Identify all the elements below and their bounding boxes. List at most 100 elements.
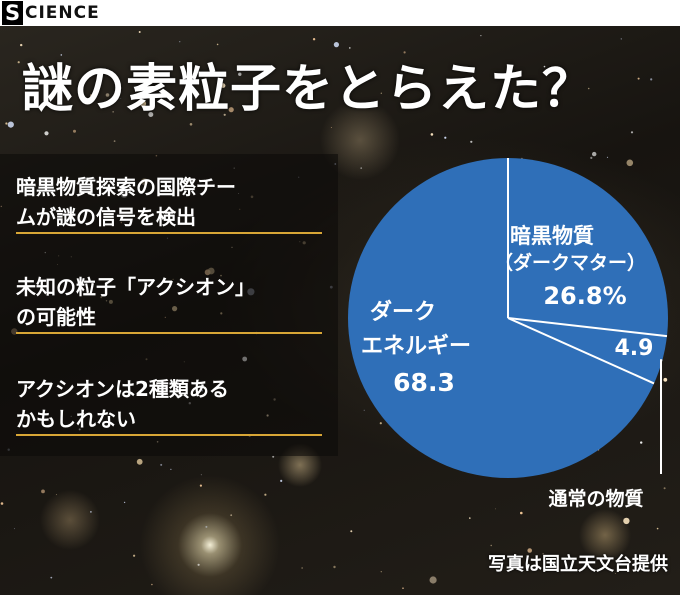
pie-divider-dark-matter bbox=[507, 317, 668, 338]
key-points-panel: 暗黒物質探索の国際チー ムが謎の信号を検出 未知の粒子「アクシオン」 の可能性 … bbox=[0, 154, 338, 456]
key-point-line: 未知の粒子「アクシオン」 bbox=[16, 275, 255, 299]
star-dot bbox=[44, 131, 49, 136]
star-dot bbox=[123, 501, 126, 504]
star-dot bbox=[148, 112, 154, 117]
star-dot bbox=[469, 517, 471, 519]
star-dot bbox=[228, 107, 234, 113]
headline-title: 謎の素粒子をとらえた？ bbox=[22, 60, 595, 119]
star-dot bbox=[216, 43, 219, 46]
star-dot bbox=[138, 31, 141, 33]
slice-value-dark-matter: 26.8% bbox=[543, 282, 626, 310]
star-dot bbox=[50, 576, 53, 579]
star-dot bbox=[380, 92, 382, 94]
star-dot bbox=[7, 121, 14, 128]
star-dot bbox=[301, 567, 303, 569]
star-dot bbox=[350, 530, 353, 533]
section-header-bar: S CIENCE bbox=[0, 0, 680, 26]
star-dot bbox=[429, 576, 437, 584]
star-dot bbox=[623, 517, 630, 525]
star-dot bbox=[490, 544, 492, 547]
star-dot bbox=[379, 422, 382, 425]
photo-credit: 写真は国立天文台提供 bbox=[488, 554, 668, 575]
star-dot bbox=[650, 78, 653, 81]
star-dot bbox=[0, 502, 4, 505]
star-dot bbox=[626, 159, 634, 167]
star-dot bbox=[272, 455, 275, 458]
star-dot bbox=[170, 468, 172, 470]
key-point: アクシオンは2種類ある かもしれない bbox=[16, 374, 322, 436]
star-dot bbox=[5, 122, 8, 125]
star-dot bbox=[151, 583, 153, 586]
star-dot bbox=[113, 140, 116, 143]
slice-label-ordinary-matter: 通常の物質 bbox=[548, 487, 643, 510]
slice-label-dark-matter-sub: （ダークマター） bbox=[494, 251, 646, 274]
star-dot bbox=[527, 548, 532, 553]
star-dot bbox=[133, 554, 136, 557]
star-dot bbox=[403, 51, 406, 54]
star-dot bbox=[223, 113, 226, 116]
star-dot bbox=[480, 35, 482, 37]
star-dot bbox=[380, 571, 382, 573]
star-dot bbox=[360, 167, 363, 169]
star-dot bbox=[590, 156, 593, 159]
star-dot bbox=[330, 127, 332, 128]
star-dot bbox=[592, 151, 597, 157]
star-dot bbox=[430, 133, 434, 136]
section-label: CIENCE bbox=[25, 3, 100, 23]
pie-divider-ordinary-matter bbox=[507, 317, 655, 385]
slice-label-dark-energy: ダーク bbox=[370, 299, 436, 325]
star-dot bbox=[587, 87, 590, 90]
star-dot bbox=[527, 104, 530, 106]
star-dot bbox=[264, 493, 267, 496]
slice-label-dark-energy: エネルギー bbox=[361, 334, 471, 359]
star-dot bbox=[230, 514, 233, 517]
star-dot bbox=[55, 494, 57, 496]
star-dot bbox=[543, 65, 546, 68]
star-dot bbox=[663, 377, 668, 382]
star-dot bbox=[614, 573, 616, 574]
star-dot bbox=[220, 83, 226, 88]
star-dot bbox=[630, 131, 634, 134]
star-dot bbox=[656, 527, 659, 530]
key-point-line: ムが謎の信号を検出 bbox=[16, 205, 196, 229]
star-dot bbox=[189, 123, 193, 126]
star-dot bbox=[14, 528, 15, 530]
star-dot bbox=[120, 97, 122, 99]
star-dot bbox=[333, 565, 336, 569]
star-dot bbox=[205, 525, 208, 528]
star-dot bbox=[238, 72, 242, 76]
star-dot bbox=[136, 458, 143, 465]
star-dot bbox=[637, 77, 640, 80]
star-dot bbox=[349, 47, 351, 49]
star-dot bbox=[444, 136, 447, 139]
key-point: 暗黒物質探索の国際チー ムが謎の信号を検出 bbox=[16, 172, 322, 234]
star-dot bbox=[260, 76, 262, 78]
star-dot bbox=[312, 38, 316, 41]
slice-label-dark-matter: 暗黒物質 bbox=[510, 224, 594, 248]
star-dot bbox=[542, 553, 544, 555]
star-dot bbox=[90, 94, 93, 97]
star-dot bbox=[73, 129, 76, 133]
star-dot bbox=[333, 42, 339, 48]
star-dot bbox=[179, 41, 181, 43]
star-dot bbox=[620, 38, 622, 40]
star-dot bbox=[470, 140, 473, 143]
key-point-line: アクシオンは2種類ある bbox=[16, 377, 229, 401]
star-dot bbox=[197, 563, 200, 566]
slice-value-dark-energy: 68.3 bbox=[393, 368, 455, 397]
key-point-line: かもしれない bbox=[16, 407, 136, 431]
star-dot bbox=[41, 489, 45, 494]
key-point: 未知の粒子「アクシオン」 の可能性 bbox=[16, 272, 322, 334]
star-dot bbox=[112, 111, 114, 113]
leader-line-ordinary-matter bbox=[660, 359, 663, 474]
star-dot bbox=[20, 43, 23, 47]
star-dot bbox=[402, 587, 404, 589]
star-dot bbox=[90, 511, 92, 513]
star-dot bbox=[412, 103, 417, 108]
star-dot bbox=[495, 508, 496, 510]
key-point-line: 暗黒物質探索の国際チー bbox=[16, 175, 236, 199]
star-dot bbox=[363, 409, 365, 411]
star-dot bbox=[663, 487, 666, 490]
star-dot bbox=[200, 474, 202, 476]
